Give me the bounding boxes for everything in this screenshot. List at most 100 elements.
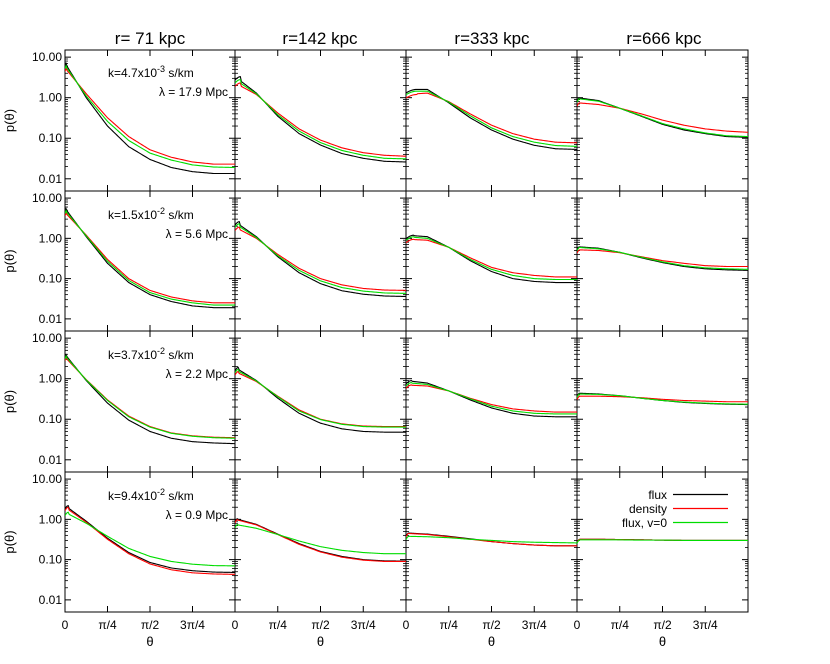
flux-v0-curve — [65, 209, 235, 306]
density-curve — [406, 532, 577, 547]
x-tick-label: 3π/4 — [693, 618, 718, 632]
flux-curve — [235, 220, 406, 298]
flux-curve — [65, 504, 235, 573]
panel-r2-c4 — [576, 191, 748, 331]
x-tick-label: π/4 — [269, 618, 288, 632]
flux-curve — [65, 61, 235, 175]
flux-curve — [406, 88, 577, 150]
flux-curve — [235, 517, 406, 562]
density-curve — [65, 67, 235, 165]
y-tick-label: 10.00 — [32, 331, 62, 345]
panel-r2-c2 — [234, 191, 406, 331]
y-axis-label: p(θ) — [2, 249, 17, 272]
density-curve — [577, 102, 748, 133]
density-curve — [406, 238, 577, 278]
panel-r2-c1: 10.00 1.00 0.10 0.01 p(θ) — [2, 191, 235, 331]
y-tick-label: 1.00 — [39, 372, 63, 386]
row-annotation-4: k=9.4x10-2 s/km λ = 0.9 Mpc — [108, 487, 228, 522]
row-annotation-1: k=4.7x10-3 s/km λ = 17.9 Mpc — [108, 64, 228, 99]
panel-r4-c2: 0 π/4 π/2 3π/4 θ — [232, 472, 406, 649]
panel-r1-c2 — [234, 50, 406, 191]
x-tick-label: 0 — [232, 618, 239, 632]
x-tick-label: π/2 — [311, 618, 330, 632]
k-value-label: k=1.5x10-2 s/km — [108, 206, 194, 222]
y-axis-label: p(θ) — [2, 109, 17, 132]
y-tick-label: 1.00 — [39, 231, 63, 245]
x-tick-label: 0 — [62, 618, 69, 632]
flux-curve — [65, 207, 235, 309]
flux-v0-curve — [65, 354, 235, 439]
panel-r4-c4: 0 π/4 π/2 3π/4 θ — [574, 472, 748, 649]
panel-r3-c1: 10.00 1.00 0.10 0.01 p(θ) — [2, 331, 235, 472]
density-curve — [577, 395, 748, 403]
flux-curve — [235, 366, 406, 433]
legend-label-flux-v0: flux, v=0 — [622, 516, 667, 530]
flux-v0-curve — [65, 511, 235, 567]
density-curve — [406, 92, 577, 144]
x-axis-label: θ — [659, 634, 666, 649]
legend-label-flux: flux — [648, 488, 667, 502]
flux-v0-curve — [577, 246, 748, 270]
flux-curve — [65, 353, 235, 445]
x-axis-label: θ — [146, 634, 153, 649]
flux-v0-curve — [577, 393, 748, 405]
x-tick-label: π/4 — [440, 618, 459, 632]
panel-r3-c2 — [234, 331, 406, 472]
flux-v0-curve — [235, 78, 406, 160]
legend: flux density flux, v=0 — [622, 488, 728, 530]
y-tick-label: 0.10 — [39, 553, 63, 567]
k-value-label: k=3.7x10-2 s/km — [108, 346, 194, 362]
y-tick-label: 0.10 — [39, 272, 63, 286]
flux-curve — [406, 379, 577, 418]
y-tick-label: 0.01 — [39, 593, 63, 607]
panel-r1-c4 — [576, 50, 748, 191]
x-axis-label: θ — [317, 634, 324, 649]
panel-r2-c3 — [405, 191, 577, 331]
panel-r1-c3 — [405, 50, 577, 191]
y-tick-label: 0.10 — [39, 412, 63, 426]
y-tick-label: 0.01 — [39, 312, 63, 326]
row-annotation-2: k=1.5x10-2 s/km λ = 5.6 Mpc — [108, 206, 228, 241]
y-axis-label: p(θ) — [2, 530, 17, 553]
lambda-value-label: λ = 17.9 Mpc — [159, 85, 228, 99]
lambda-value-label: λ = 0.9 Mpc — [166, 508, 228, 522]
x-tick-label: 3π/4 — [180, 618, 205, 632]
flux-v0-curve — [577, 98, 748, 138]
lambda-value-label: λ = 2.2 Mpc — [166, 367, 228, 381]
x-tick-label: π/2 — [141, 618, 160, 632]
y-tick-label: 1.00 — [39, 91, 63, 105]
column-title-2: r=142 kpc — [282, 29, 358, 48]
panel-r4-c1: 10.00 1.00 0.10 0.01 0 π/4 π/2 3π/4 p(θ) θ — [2, 472, 235, 649]
k-value-label: k=9.4x10-2 s/km — [108, 487, 194, 503]
y-axis-label: p(θ) — [2, 390, 17, 413]
x-axis-label: θ — [488, 634, 495, 649]
panel-r1-c1: 10.00 1.00 0.10 0.01 p(θ) — [2, 50, 235, 191]
y-tick-label: 0.10 — [39, 131, 63, 145]
flux-v0-curve — [235, 223, 406, 294]
x-tick-label: π/4 — [98, 618, 117, 632]
column-title-3: r=333 kpc — [454, 29, 530, 48]
flux-curve — [235, 76, 406, 163]
flux-v0-curve — [406, 236, 577, 281]
density-curve — [577, 249, 748, 268]
y-tick-label: 0.01 — [39, 453, 63, 467]
x-tick-label: π/2 — [653, 618, 672, 632]
x-tick-label: 3π/4 — [351, 618, 376, 632]
y-tick-label: 10.00 — [32, 472, 62, 486]
density-curve — [65, 211, 235, 304]
flux-v0-curve — [235, 523, 406, 555]
y-tick-label: 10.00 — [32, 191, 62, 205]
flux-v0-curve — [65, 64, 235, 169]
density-curve — [235, 370, 406, 428]
flux-v0-curve — [406, 535, 577, 544]
flux-curve — [577, 97, 748, 138]
y-tick-label: 0.01 — [39, 172, 63, 186]
x-tick-label: 0 — [574, 618, 581, 632]
panel-r3-c3 — [405, 331, 577, 472]
panel-r3-c4 — [576, 331, 748, 472]
flux-curve — [406, 234, 577, 284]
row-annotation-3: k=3.7x10-2 s/km λ = 2.2 Mpc — [108, 346, 228, 381]
flux-v0-curve — [235, 368, 406, 428]
panel-r4-c3: 0 π/4 π/2 3π/4 θ — [403, 472, 577, 649]
